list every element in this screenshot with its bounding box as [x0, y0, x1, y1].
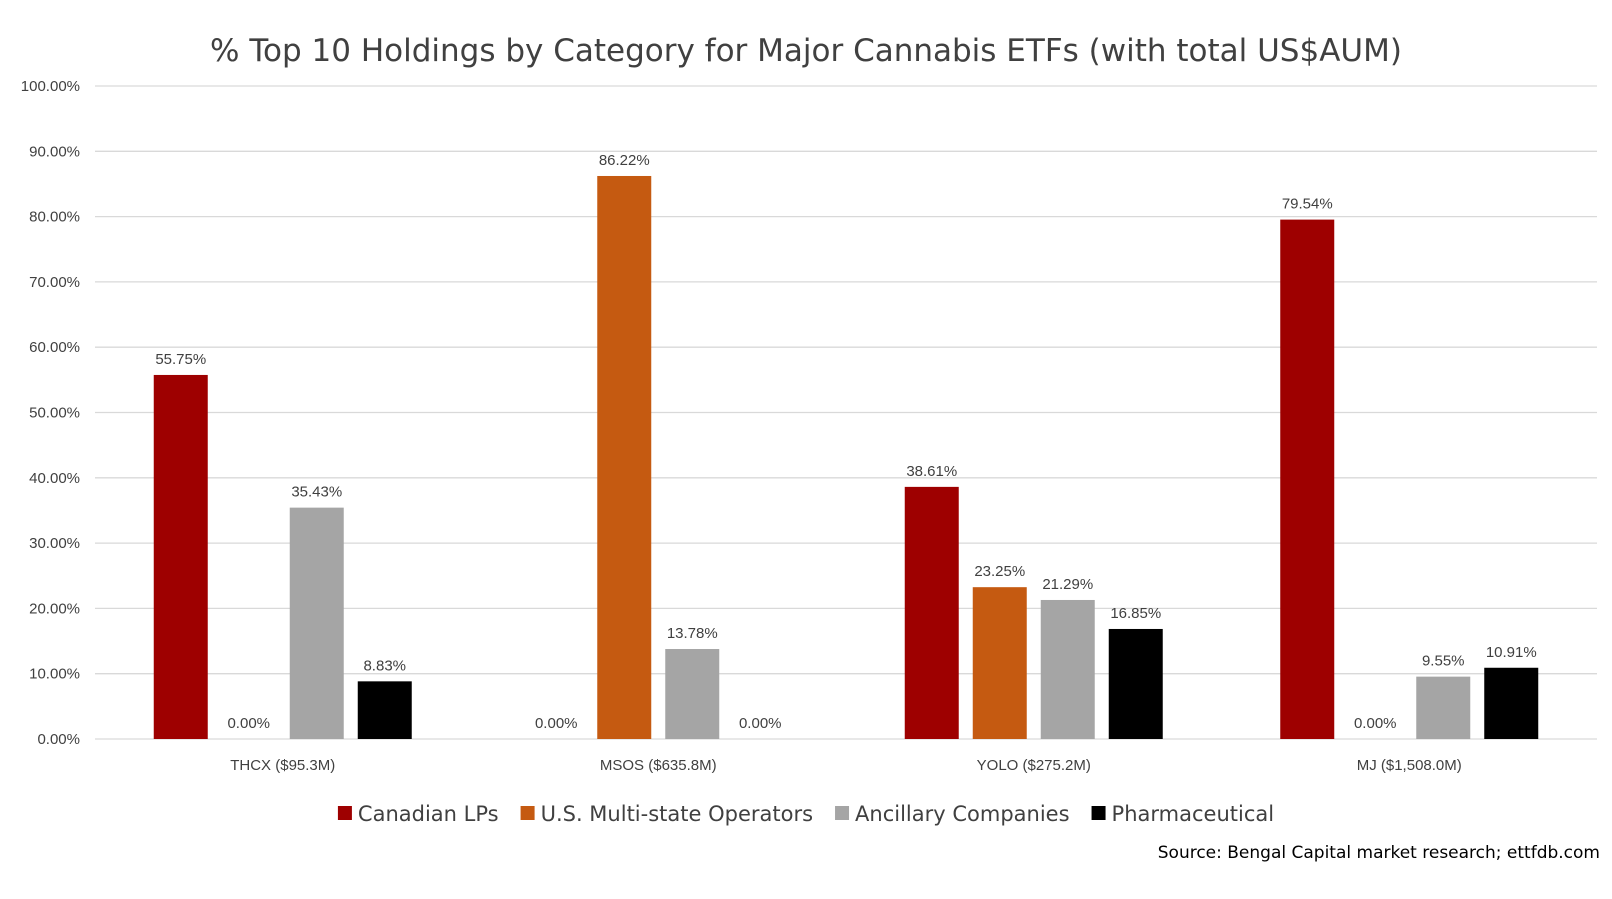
gridlines	[95, 85, 1597, 740]
legend-label: U.S. Multi-state Operators	[541, 802, 813, 826]
y-tick-label: 80.00%	[29, 209, 80, 226]
data-label: 35.43%	[291, 484, 342, 501]
y-tick-label: 70.00%	[29, 274, 80, 291]
data-label: 10.91%	[1486, 644, 1537, 661]
bar	[1280, 219, 1335, 739]
y-tick-label: 40.00%	[29, 470, 80, 487]
legend-item: Canadian LPs	[337, 802, 499, 826]
bar	[1484, 667, 1539, 739]
data-label: 0.00%	[1354, 715, 1397, 732]
y-tick-label: 50.00%	[29, 405, 80, 422]
bar	[1416, 676, 1471, 739]
source-note: Source: Bengal Capital market research; …	[1158, 843, 1600, 863]
y-tick-label: 0.00%	[37, 731, 80, 748]
y-tick-label: 10.00%	[29, 666, 80, 683]
data-label: 9.55%	[1422, 653, 1465, 670]
bar	[1108, 628, 1163, 739]
bar	[665, 649, 720, 739]
data-labels: 55.75% 0.00% 35.43% 8.83% 0.00% 86.22% 13.78% 0…	[155, 152, 1536, 732]
legend-swatch	[337, 806, 352, 820]
data-label: 21.29%	[1042, 576, 1093, 593]
x-category-label: MJ ($1,508.0M)	[1357, 757, 1462, 774]
bar	[972, 587, 1027, 739]
data-label: 0.00%	[227, 715, 270, 732]
data-label: 38.61%	[906, 463, 957, 480]
bar	[153, 374, 208, 739]
y-tick-label: 60.00%	[29, 339, 80, 356]
bar	[597, 175, 652, 739]
legend: Canadian LPs U.S. Multi-state Operators An…	[337, 802, 1275, 826]
chart-title: % Top 10 Holdings by Category for Major …	[210, 33, 1402, 69]
data-label: 16.85%	[1110, 605, 1161, 622]
bar	[1040, 599, 1095, 739]
legend-label: Pharmaceutical	[1112, 802, 1275, 826]
data-label: 23.25%	[974, 563, 1025, 580]
data-label: 0.00%	[535, 715, 578, 732]
x-category-label: MSOS ($635.8M)	[600, 757, 717, 774]
y-tick-label: 30.00%	[29, 535, 80, 552]
data-label: 86.22%	[599, 152, 650, 169]
data-label: 55.75%	[155, 351, 206, 368]
legend-swatch	[520, 806, 535, 820]
legend-item: Ancillary Companies	[835, 802, 1070, 826]
y-tick-label: 20.00%	[29, 600, 80, 617]
y-tick-label: 100.00%	[21, 78, 80, 95]
bar	[357, 681, 412, 739]
legend-label: Canadian LPs	[358, 802, 499, 826]
x-category-label: YOLO ($275.2M)	[977, 757, 1091, 774]
legend-item: Pharmaceutical	[1091, 802, 1275, 826]
bar	[904, 486, 959, 739]
legend-swatch	[835, 806, 850, 820]
legend-label: Ancillary Companies	[855, 802, 1070, 826]
x-axis-categories: THCX ($95.3M) MSOS ($635.8M) YOLO ($275.2M…	[230, 757, 1462, 774]
data-label: 13.78%	[667, 625, 718, 642]
data-label: 0.00%	[739, 715, 782, 732]
data-label: 79.54%	[1282, 196, 1333, 213]
bar	[289, 507, 344, 739]
legend-item: U.S. Multi-state Operators	[520, 802, 813, 826]
y-tick-label: 90.00%	[29, 143, 80, 160]
x-category-label: THCX ($95.3M)	[230, 757, 335, 774]
data-label: 8.83%	[363, 657, 406, 674]
legend-swatch	[1091, 806, 1106, 820]
bars	[153, 175, 1539, 739]
y-axis-ticks: 0.00% 10.00% 20.00% 30.00% 40.00% 50.00% 60.00…	[21, 78, 80, 748]
